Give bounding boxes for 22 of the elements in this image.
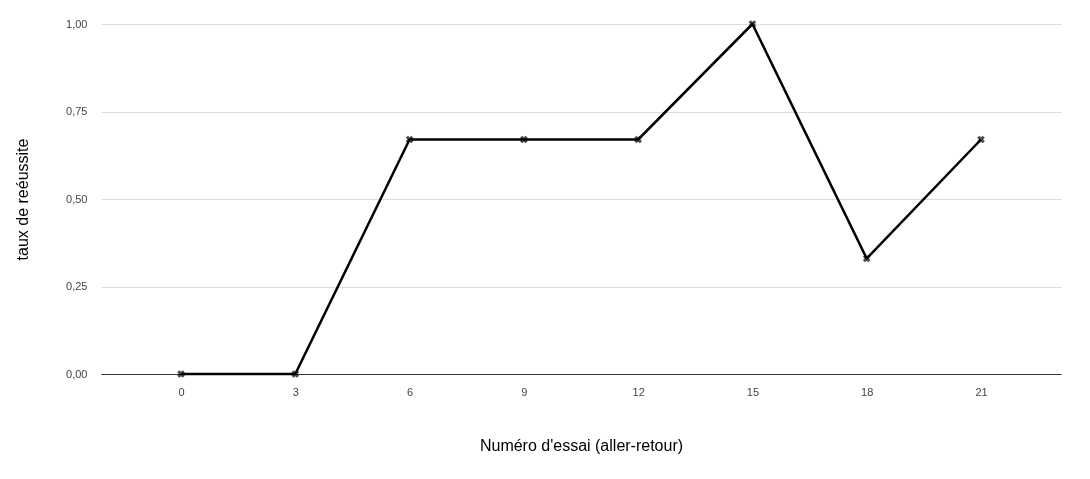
point xyxy=(177,370,185,378)
x-axis-title: Numéro d'essai (aller-retour) xyxy=(479,436,684,454)
point xyxy=(291,370,300,378)
x-tick-label: 15 xyxy=(746,385,760,398)
point xyxy=(748,20,757,28)
x-tick-label: 3 xyxy=(292,385,299,398)
y-tick-label: 0,25 xyxy=(66,280,88,292)
point xyxy=(405,135,414,144)
x-tick-label: 18 xyxy=(861,385,874,398)
x-tick-label: 0 xyxy=(178,385,185,398)
x-tick-label: 21 xyxy=(975,385,988,398)
y-tick-label: 0,75 xyxy=(66,105,88,117)
point xyxy=(634,135,642,144)
x-tick-label: 9 xyxy=(521,385,528,398)
point xyxy=(520,135,528,144)
point xyxy=(862,254,871,263)
y-axis-title: taux de reéussite xyxy=(14,138,32,261)
x-tick-label: 12 xyxy=(632,385,645,398)
y-tick-label: 1,00 xyxy=(66,17,88,30)
x-tick-label: 6 xyxy=(407,385,414,398)
y-tick-label: 0,50 xyxy=(66,192,88,205)
y-tick-label: 0,00 xyxy=(66,367,88,380)
